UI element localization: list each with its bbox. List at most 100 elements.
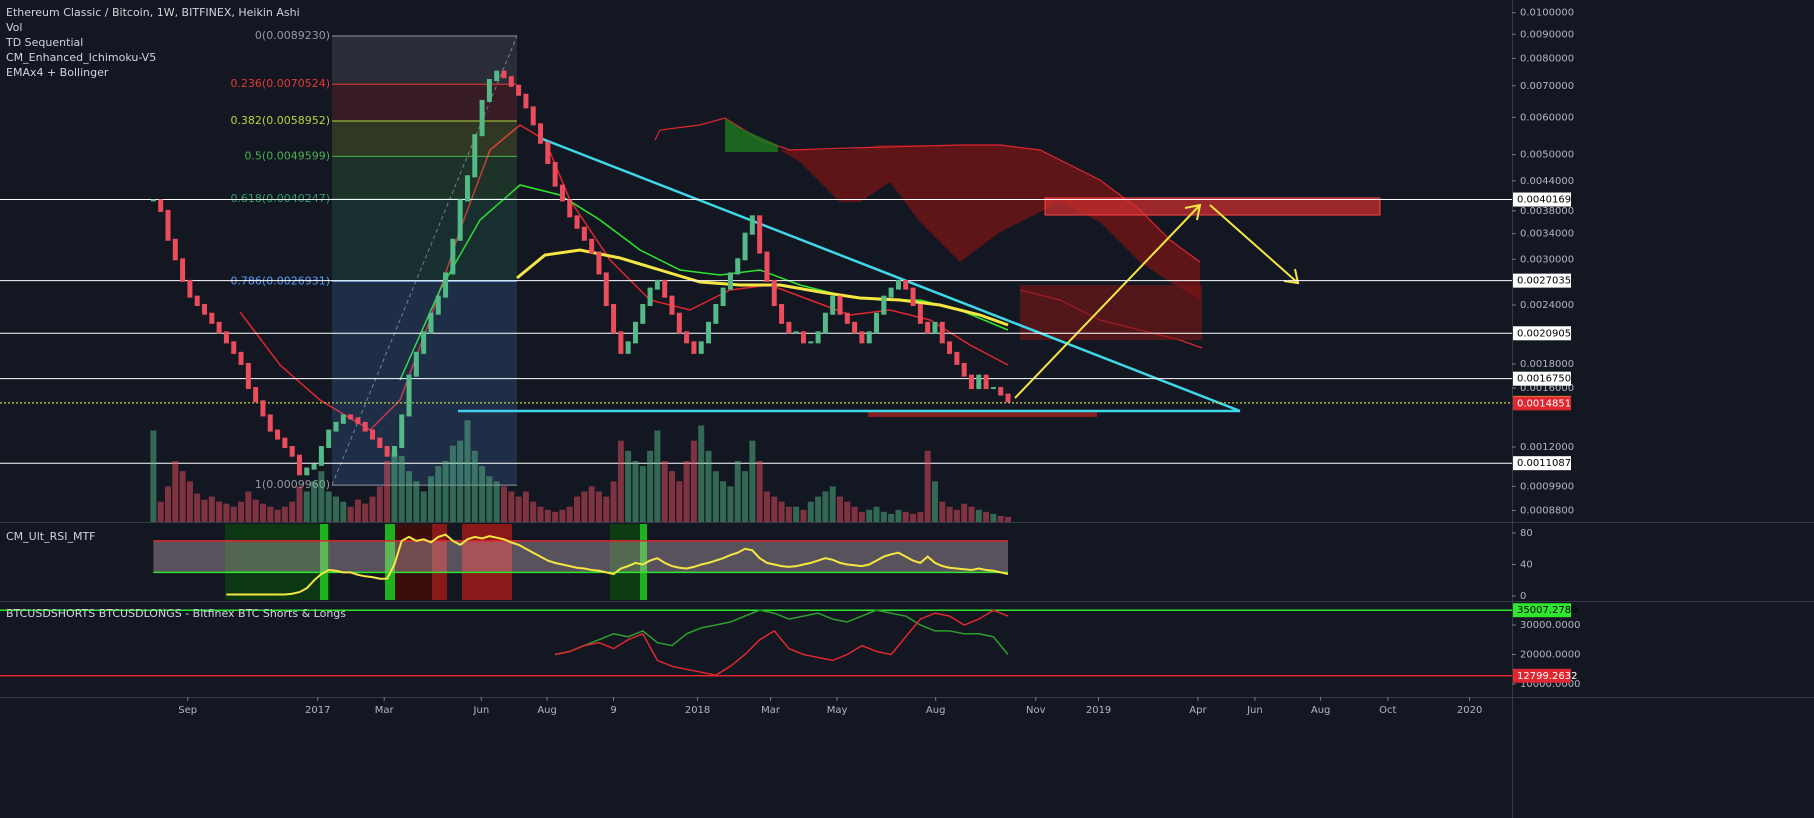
ema-yellow <box>516 248 1009 327</box>
fib-label: 0.382(0.0058952) <box>230 114 330 127</box>
volume-bar <box>486 476 493 522</box>
candle <box>749 215 755 235</box>
fib-band <box>332 199 517 282</box>
candle <box>165 209 171 241</box>
candle <box>523 93 529 109</box>
price-label-box <box>1513 326 1571 341</box>
y-tick-label: 0.0090000 <box>1520 29 1574 40</box>
volume-bar <box>530 501 537 522</box>
indicator-label: CM_Enhanced_Ichimoku-V5 <box>6 51 156 64</box>
candle <box>406 374 412 417</box>
volume-bar <box>274 509 281 522</box>
volume-bar <box>910 513 917 522</box>
rsi-zone <box>395 524 432 600</box>
x-tick-label: 9 <box>610 705 616 716</box>
volume-bar <box>435 466 442 522</box>
volume-bar <box>749 440 756 522</box>
volume-bar <box>939 501 946 522</box>
volume-bar <box>267 506 274 522</box>
price-label: 0.0027035 <box>1517 276 1571 287</box>
fib-trend <box>331 35 518 486</box>
candle <box>355 417 361 424</box>
volume-bar <box>690 440 697 522</box>
volume-bar <box>537 506 544 522</box>
volume-bar <box>471 450 478 522</box>
volume-bar <box>793 506 800 522</box>
y-tick-label: 0.0044000 <box>1520 176 1574 187</box>
volume-bar <box>756 461 763 522</box>
candle <box>296 454 302 476</box>
candle <box>830 295 836 315</box>
candle <box>837 295 843 315</box>
volume-bar <box>216 501 223 522</box>
rsi-zone <box>320 524 328 600</box>
volume-bar <box>493 481 500 522</box>
candle <box>216 321 222 334</box>
rsi-zone <box>225 524 330 600</box>
x-tick-label: 2017 <box>305 705 330 716</box>
volume-bar <box>296 486 303 522</box>
volume-bar <box>844 501 851 522</box>
y-tick-label: 0.0050000 <box>1520 150 1574 161</box>
candle <box>720 287 726 307</box>
price-label-box <box>1513 396 1571 411</box>
volume-bar <box>179 471 186 522</box>
candle <box>545 141 551 165</box>
x-tick-label: Aug <box>537 705 557 716</box>
volume-bar <box>807 501 814 522</box>
candle <box>567 199 573 218</box>
candle <box>326 429 332 448</box>
candle <box>194 295 200 307</box>
volume-bar <box>333 496 339 522</box>
x-tick-label: Sep <box>178 705 197 716</box>
support-zone <box>868 410 1097 417</box>
volume-bar <box>610 481 617 522</box>
candle <box>267 414 273 432</box>
candle <box>494 70 500 81</box>
volume-bar <box>376 486 383 522</box>
candle <box>698 341 704 354</box>
volume-bar <box>384 461 391 522</box>
volume-bar <box>406 471 413 522</box>
x-tick-label: 2018 <box>685 705 710 716</box>
candle <box>815 331 821 344</box>
volume-bar <box>325 491 332 522</box>
fib-band <box>332 84 517 121</box>
candle <box>844 312 850 324</box>
fib-band <box>332 36 517 85</box>
volume-bar <box>347 506 354 522</box>
candle <box>771 279 777 307</box>
fib-band <box>332 120 517 157</box>
volume-bar <box>632 461 639 522</box>
candle <box>603 272 609 307</box>
price-label-box <box>1513 192 1571 207</box>
candle <box>362 421 368 432</box>
volume-bar <box>617 440 624 522</box>
volume-bar <box>968 506 975 522</box>
y-tick-label: 0.0016000 <box>1520 383 1574 394</box>
indicator-label: TD Sequential <box>5 36 83 49</box>
candle <box>202 304 208 315</box>
volume-bar <box>858 511 865 522</box>
volume-bar <box>975 509 982 522</box>
rsi-zone <box>640 524 647 600</box>
cloud-zone <box>1020 285 1202 340</box>
volume-bar <box>771 496 778 522</box>
candle <box>713 304 719 324</box>
volume-bar <box>369 496 376 522</box>
candle <box>370 429 376 440</box>
volume-bar <box>895 509 902 522</box>
candle <box>625 341 631 354</box>
candle <box>428 312 434 334</box>
candle <box>443 272 449 298</box>
volume-bar <box>201 499 208 522</box>
candle <box>260 400 266 417</box>
chart-title: Ethereum Classic / Bitcoin, 1W, BITFINEX… <box>6 6 300 19</box>
volume-bar <box>1005 516 1011 522</box>
candle <box>311 463 317 470</box>
volume-bar <box>238 501 245 522</box>
candle <box>530 106 536 126</box>
candle <box>275 429 281 440</box>
candle <box>618 331 624 354</box>
volume-bar <box>581 491 588 522</box>
